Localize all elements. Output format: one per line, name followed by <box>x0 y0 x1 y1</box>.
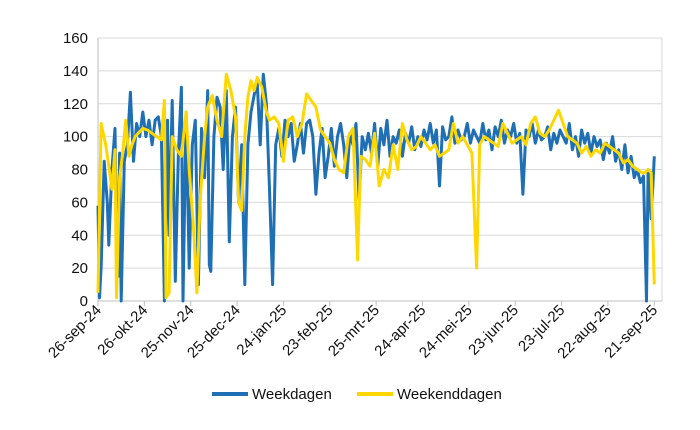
y-tick-label: 140 <box>63 63 88 80</box>
x-axis: 26-sep-2426-okt-2425-nov-2425-dec-2424-j… <box>45 300 662 362</box>
legend: Weekdagen Weekenddagen <box>212 386 502 403</box>
series-lines <box>96 72 656 303</box>
x-tick-label: 26-sep-24 <box>45 302 105 362</box>
y-axis: 0 20 40 60 80 100 120 140 160 <box>63 30 99 310</box>
y-tick-label: 40 <box>71 227 88 244</box>
y-tick-label: 60 <box>71 194 88 211</box>
y-tick-label: 80 <box>71 162 88 179</box>
y-tick-label: 20 <box>71 260 88 277</box>
y-tick-label: 100 <box>63 129 88 146</box>
series-line-weekenddagen <box>96 72 656 300</box>
y-tick-label: 0 <box>80 293 88 310</box>
y-tick-label: 120 <box>63 96 88 113</box>
x-tick-label: 23-jun-25 <box>465 302 522 359</box>
series-line-weekdagen <box>96 72 656 303</box>
legend-label-weekdagen: Weekdagen <box>252 386 332 403</box>
y-tick-label: 160 <box>63 30 88 47</box>
legend-label-weekenddagen: Weekenddagen <box>397 386 502 403</box>
